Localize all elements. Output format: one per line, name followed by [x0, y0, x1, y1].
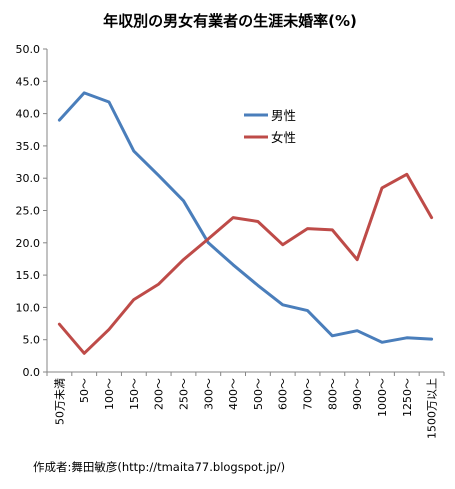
x-tick-label: 400〜 — [227, 378, 240, 410]
x-tick-label: 250〜 — [177, 378, 190, 410]
y-axis: 0.0 5.0 10.0 15.0 20.0 25.0 30.0 35.0 40.0 45.0 50… — [16, 43, 48, 379]
series-line-2 — [57, 172, 434, 355]
y-tick-label: 0.0 — [23, 366, 41, 379]
series-line-1 — [57, 91, 434, 344]
legend-label-2: 女性 — [271, 130, 296, 145]
y-tick-label: 40.0 — [16, 108, 41, 121]
x-tick-label: 200〜 — [153, 378, 166, 410]
y-tick-label: 20.0 — [16, 237, 41, 250]
x-tick-label: 500〜 — [252, 378, 265, 410]
legend-label-1: 男性 — [271, 108, 296, 123]
x-tick-label: 1000〜 — [376, 378, 389, 417]
y-tick-label: 25.0 — [16, 205, 41, 218]
credit-text: 作成者:舞田敏彦(http://tmaita77.blogspot.jp/) — [33, 460, 286, 474]
x-axis: 50万未満 50〜 100〜 150〜 200〜 250〜 300〜 400〜 500〜 600〜… — [46, 371, 445, 439]
y-tick-label: 45.0 — [16, 75, 41, 88]
x-tick-label: 50〜 — [78, 378, 91, 403]
series-lines — [57, 91, 434, 355]
chart-title: 年収別の男女有業者の生涯未婚率(%) — [103, 12, 357, 30]
y-tick-label: 5.0 — [23, 334, 41, 347]
x-tick-label: 600〜 — [277, 378, 290, 410]
x-tick-label: 1500万以上 — [426, 378, 439, 439]
x-tick-label: 1250〜 — [401, 378, 414, 417]
x-tick-label: 150〜 — [128, 378, 141, 410]
x-tick-label: 50万未満 — [53, 378, 66, 425]
y-tick-label: 50.0 — [16, 43, 41, 56]
x-tick-label: 100〜 — [103, 378, 116, 410]
y-tick-label: 15.0 — [16, 269, 41, 282]
x-tick-label: 900〜 — [351, 378, 364, 410]
x-tick-label: 300〜 — [202, 378, 215, 410]
x-tick-label: 700〜 — [302, 378, 315, 410]
y-tick-label: 10.0 — [16, 301, 41, 314]
x-tick-label: 800〜 — [326, 378, 339, 410]
y-tick-label: 30.0 — [16, 172, 41, 185]
y-tick-label: 35.0 — [16, 140, 41, 153]
